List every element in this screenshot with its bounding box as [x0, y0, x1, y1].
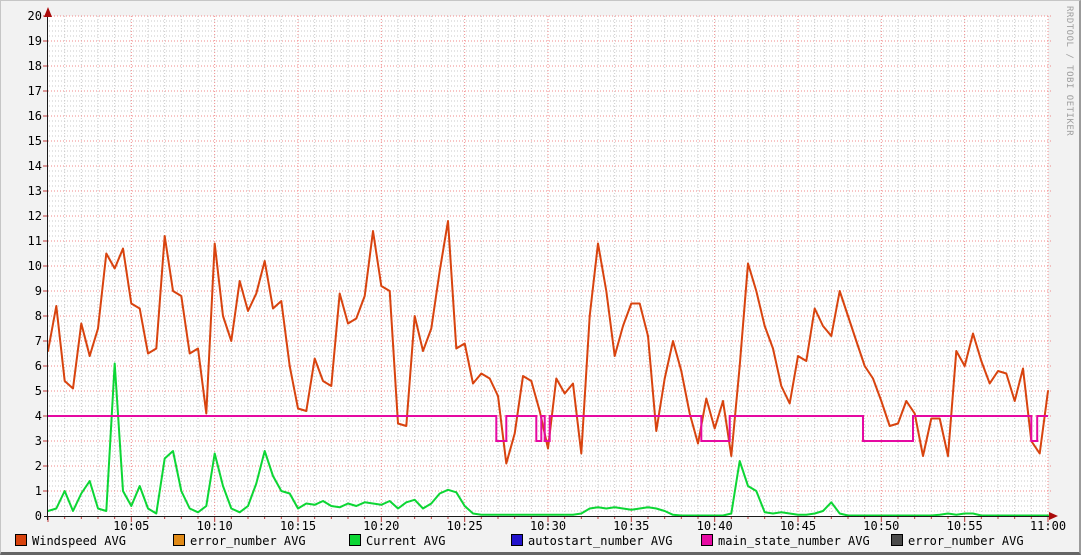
y-tick-label: 5	[34, 384, 42, 398]
y-tick-label: 19	[27, 34, 42, 48]
y-tick-label: 8	[34, 309, 42, 323]
y-tick-label: 2	[34, 459, 42, 473]
x-tick-label: 10:40	[696, 519, 733, 533]
y-tick-label: 4	[34, 409, 42, 423]
y-tick-label: 18	[27, 59, 42, 73]
legend-item: error_number AVG	[173, 534, 306, 548]
y-tick-label: 10	[27, 259, 42, 273]
legend-swatch-icon	[701, 534, 713, 546]
x-tick-label: 10:15	[279, 519, 317, 533]
legend-label: error_number AVG	[908, 534, 1024, 548]
legend-swatch-icon	[15, 534, 27, 546]
legend-label: autostart_number AVG	[528, 534, 673, 548]
x-tick-label: 10:50	[863, 519, 900, 533]
x-tick-label: 10:25	[446, 519, 483, 533]
x-tick-label: 10:20	[363, 519, 400, 533]
x-tick-label: 10:55	[946, 519, 983, 533]
legend-item: Windspeed AVG	[15, 534, 126, 548]
watermark: RRDTOOL / TOBI OETIKER	[1064, 6, 1074, 137]
y-tick-label: 14	[27, 159, 42, 173]
legend-label: error_number AVG	[190, 534, 306, 548]
x-tick-label: 11:00	[1029, 519, 1067, 533]
y-tick-label: 6	[34, 359, 42, 373]
x-tick-label: 10:45	[779, 519, 817, 533]
y-tick-label: 13	[27, 184, 42, 198]
legend-swatch-icon	[349, 534, 361, 546]
x-tick-label: 10:10	[196, 519, 233, 533]
legend-label: Windspeed AVG	[32, 534, 126, 548]
legend-swatch-icon	[891, 534, 903, 546]
y-tick-label: 16	[27, 109, 42, 123]
y-tick-label: 1	[34, 484, 42, 498]
y-tick-label: 0	[34, 509, 42, 523]
legend-item: main_state_number AVG	[701, 534, 870, 548]
legend-swatch-icon	[511, 534, 523, 546]
legend: Windspeed AVG error_number AVG Current AVG…	[1, 534, 1081, 552]
legend-label: Current AVG	[366, 534, 446, 548]
y-tick-label: 15	[27, 134, 42, 148]
legend-item: error_number AVG	[891, 534, 1024, 548]
y-tick-label: 9	[34, 284, 42, 298]
legend-item: autostart_number AVG	[511, 534, 673, 548]
y-tick-label: 12	[27, 209, 42, 223]
x-tick-label: 10:35	[613, 519, 650, 533]
y-tick-label: 11	[27, 234, 42, 248]
y-tick-label: 3	[34, 434, 42, 448]
legend-swatch-icon	[173, 534, 185, 546]
x-tick-label: 10:30	[529, 519, 567, 533]
y-tick-label: 17	[27, 84, 42, 98]
y-tick-label: 20	[27, 9, 42, 23]
legend-item: Current AVG	[349, 534, 445, 548]
legend-label: main_state_number AVG	[718, 534, 870, 548]
y-tick-label: 7	[34, 334, 42, 348]
x-tick-label: 10:05	[113, 519, 150, 533]
